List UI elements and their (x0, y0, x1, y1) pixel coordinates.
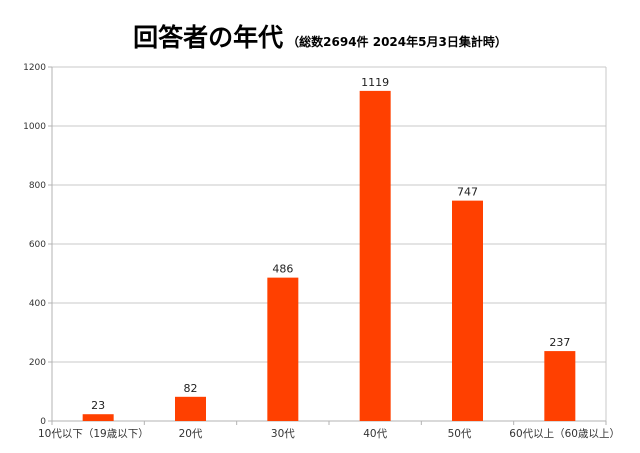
x-tick-label: 10代以下（19歳以下） (38, 428, 149, 440)
data-label: 486 (272, 263, 293, 276)
y-tick-label: 200 (29, 358, 46, 368)
chart-title: 回答者の年代 （総数2694件 2024年5月3日集計時） (0, 18, 640, 54)
title-subtitle: （総数2694件 2024年5月3日集計時） (287, 35, 507, 49)
x-tick-label: 40代 (363, 428, 387, 440)
bar (359, 90, 391, 422)
bar (544, 351, 576, 421)
title-main: 回答者の年代 (133, 23, 284, 52)
data-label: 237 (549, 336, 570, 349)
bar (82, 414, 114, 421)
y-tick-label: 1000 (23, 122, 46, 132)
x-tick-label: 50代 (448, 428, 472, 440)
x-tick-label: 60代以上（60歳以上） (509, 428, 620, 440)
data-label: 23 (91, 399, 105, 412)
data-label: 82 (184, 382, 198, 395)
data-label: 1119 (361, 76, 389, 89)
bar (175, 396, 206, 421)
x-tick-label: 20代 (179, 428, 203, 440)
y-tick-label: 600 (29, 240, 46, 250)
data-label: 747 (457, 186, 478, 199)
y-tick-label: 1200 (23, 63, 46, 73)
bar (452, 200, 483, 421)
y-tick-label: 0 (40, 417, 46, 427)
y-tick-label: 400 (29, 299, 46, 309)
y-tick-label: 800 (29, 181, 46, 191)
x-tick-label: 30代 (271, 428, 295, 440)
bar (267, 277, 299, 421)
